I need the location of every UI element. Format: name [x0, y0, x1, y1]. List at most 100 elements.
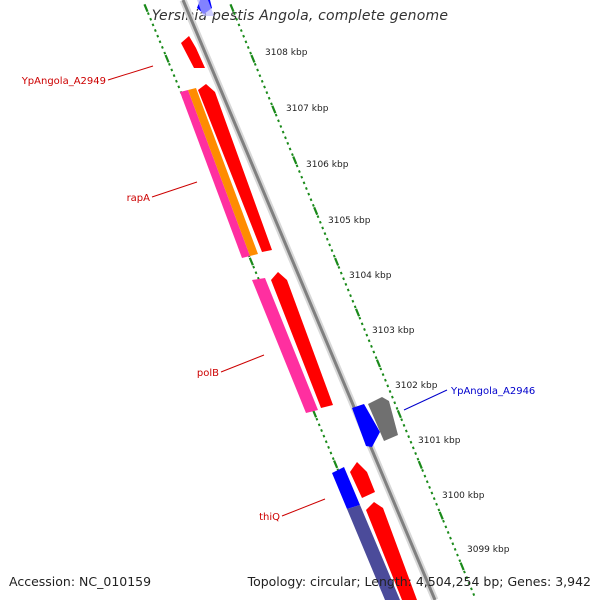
minor-tick: [329, 451, 333, 455]
minor-tick: [163, 51, 167, 55]
minor-tick: [444, 525, 448, 529]
gene-features: [180, 0, 417, 600]
minor-tick: [404, 429, 408, 433]
minor-tick: [372, 350, 376, 354]
minor-tick: [149, 17, 153, 21]
kbp-label: 3100 kbp: [442, 491, 485, 501]
minor-tick: [172, 74, 176, 78]
minor-tick: [324, 440, 328, 444]
minor-tick: [409, 440, 413, 444]
genes-value: 3,942: [555, 574, 591, 589]
minor-tick: [295, 164, 299, 168]
minor-tick: [158, 40, 162, 44]
minor-tick: [302, 181, 306, 185]
genes-label: Genes:: [507, 574, 552, 589]
minor-tick: [311, 203, 315, 207]
minor-tick: [330, 249, 334, 252]
right-tick-rail: [229, 3, 476, 597]
minor-tick: [263, 85, 266, 89]
gene-feature-rapA-pink[interactable]: [180, 90, 250, 258]
length-label: Length:: [364, 574, 412, 589]
topology-value: circular;: [310, 574, 361, 589]
minor-tick: [260, 79, 264, 83]
minor-tick: [400, 418, 404, 422]
major-tick: [333, 460, 339, 469]
minor-tick: [254, 271, 258, 275]
minor-tick: [298, 170, 301, 174]
minor-tick: [146, 12, 150, 16]
label-leaders: [107, 65, 448, 517]
major-tick: [375, 359, 381, 368]
minor-tick: [274, 113, 278, 117]
minor-tick: [239, 29, 243, 33]
minor-tick: [458, 559, 462, 563]
minor-tick: [281, 130, 285, 134]
minor-tick: [249, 51, 252, 55]
major-tick: [396, 409, 402, 419]
minor-tick: [425, 480, 429, 484]
label-thiQ[interactable]: thiQ: [259, 512, 280, 523]
gene-feature-thiQ-red-lower[interactable]: [366, 502, 417, 600]
minor-tick: [391, 395, 394, 399]
gene-feature-thiQ-blue[interactable]: [332, 467, 360, 509]
gene-feature-top-blue-ghost: [197, 0, 214, 16]
minor-tick: [300, 175, 304, 179]
minor-tick: [358, 316, 362, 320]
gene-feature-rapA-orange[interactable]: [188, 88, 258, 256]
gene-feature-thiQ-slate[interactable]: [347, 505, 400, 600]
major-tick: [313, 206, 319, 216]
gene-feature-YpAngola_A2949[interactable]: [181, 36, 205, 68]
label-rapA[interactable]: rapA: [127, 193, 151, 204]
major-tick: [459, 562, 465, 571]
minor-tick: [322, 434, 326, 438]
minor-tick: [349, 294, 352, 298]
major-tick: [292, 156, 298, 165]
major-tick: [229, 3, 235, 13]
gene-feature-thiQ-red-upper[interactable]: [350, 462, 375, 498]
minor-tick: [291, 153, 294, 157]
minor-tick: [465, 576, 469, 580]
minor-tick: [381, 373, 385, 377]
minor-tick: [327, 445, 330, 449]
minor-tick: [325, 237, 329, 241]
minor-tick: [267, 96, 271, 100]
label-YpAngola_A2946[interactable]: YpAngola_A2946: [450, 386, 535, 397]
minor-tick: [365, 333, 369, 337]
kbp-label: 3104 kbp: [349, 271, 392, 281]
minor-tick: [472, 593, 476, 597]
major-tick: [250, 54, 256, 63]
minor-tick: [353, 305, 357, 309]
minor-tick: [332, 254, 336, 258]
minor-tick: [342, 277, 345, 281]
minor-tick: [344, 282, 348, 286]
label-YpAngola_A2949[interactable]: YpAngola_A2949: [21, 76, 106, 87]
minor-tick: [346, 288, 350, 292]
minor-tick: [242, 34, 246, 38]
gene-feature-polB-red[interactable]: [271, 272, 333, 408]
minor-tick: [446, 531, 450, 534]
minor-tick: [232, 12, 236, 16]
minor-tick: [467, 581, 471, 585]
minor-tick: [270, 102, 273, 106]
minor-tick: [339, 271, 343, 275]
label-polB[interactable]: polB: [197, 368, 219, 379]
minor-tick: [253, 62, 257, 66]
gene-feature-YpAngola_A2946-gray[interactable]: [368, 397, 398, 441]
minor-tick: [402, 423, 406, 427]
gene-feature-YpAngola_A2946-blue[interactable]: [352, 404, 380, 447]
minor-tick: [370, 344, 373, 348]
minor-tick: [432, 497, 436, 501]
minor-tick: [367, 339, 371, 343]
gene-feature-polB-pink[interactable]: [252, 278, 318, 413]
minor-tick: [331, 457, 335, 461]
major-tick: [334, 257, 340, 266]
minor-tick: [363, 327, 366, 331]
gene-feature-rapA-red[interactable]: [198, 84, 272, 252]
map-title: Yersinia pestis Angola, complete genome: [151, 8, 449, 24]
minor-tick: [284, 136, 287, 140]
minor-tick: [430, 491, 434, 495]
minor-tick: [323, 232, 327, 236]
minor-tick: [407, 435, 411, 439]
minor-tick: [360, 322, 364, 326]
